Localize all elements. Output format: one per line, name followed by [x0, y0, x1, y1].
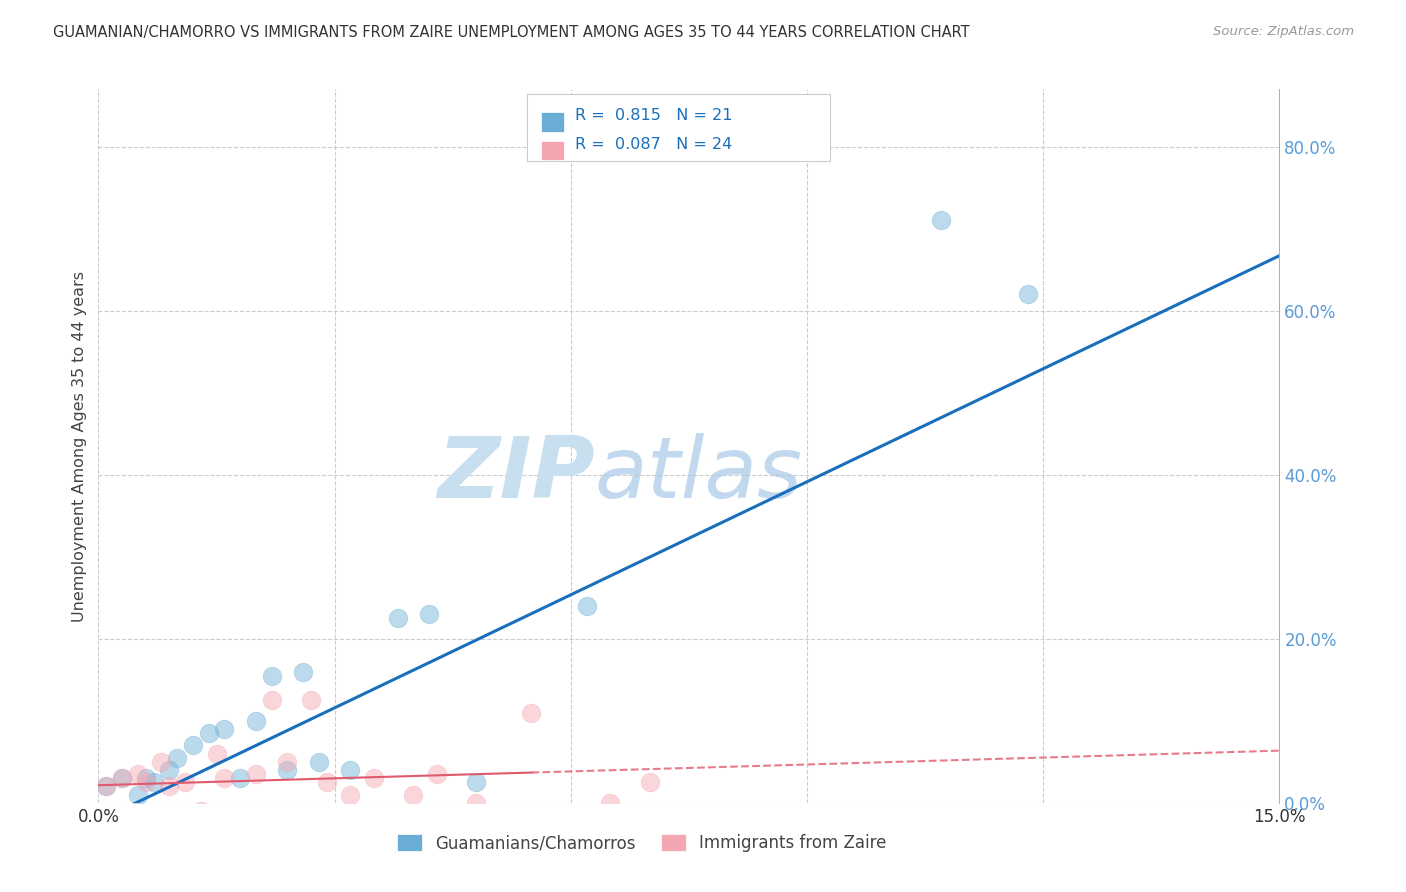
Point [181, 739, 204, 753]
Point [127, 767, 149, 781]
Point [599, 796, 621, 810]
Point [260, 668, 283, 682]
Point [363, 771, 385, 785]
Point [111, 771, 134, 785]
Point [387, 611, 409, 625]
Text: R =  0.087   N = 24: R = 0.087 N = 24 [575, 137, 733, 152]
Point [292, 665, 315, 679]
Point [214, 722, 236, 736]
Point [96, 780, 118, 794]
Point [157, 763, 180, 777]
Point [174, 775, 197, 789]
Point [339, 788, 361, 802]
Point [1017, 287, 1039, 301]
Point [465, 796, 488, 810]
Point [276, 763, 298, 777]
Point [96, 780, 118, 794]
Point [402, 788, 425, 802]
Point [229, 808, 252, 822]
Point [111, 771, 134, 785]
Point [135, 771, 157, 785]
Point [315, 775, 337, 789]
Legend: Guamanians/Chamorros, Immigrants from Zaire: Guamanians/Chamorros, Immigrants from Za… [391, 827, 893, 859]
Point [157, 780, 180, 794]
Point [308, 755, 330, 769]
Point [638, 775, 661, 789]
Text: Source: ZipAtlas.com: Source: ZipAtlas.com [1213, 25, 1354, 38]
Point [229, 771, 252, 785]
Point [299, 693, 322, 707]
Point [205, 747, 228, 761]
Point [929, 213, 952, 227]
Text: ZIP: ZIP [437, 433, 595, 516]
Y-axis label: Unemployment Among Ages 35 to 44 years: Unemployment Among Ages 35 to 44 years [72, 270, 87, 622]
Point [339, 763, 361, 777]
Point [135, 775, 157, 789]
Point [260, 693, 283, 707]
Point [197, 726, 219, 740]
Point [418, 607, 440, 622]
Point [127, 788, 149, 802]
Point [150, 755, 173, 769]
Point [245, 714, 267, 728]
Point [142, 775, 165, 789]
Point [426, 767, 449, 781]
Text: GUAMANIAN/CHAMORRO VS IMMIGRANTS FROM ZAIRE UNEMPLOYMENT AMONG AGES 35 TO 44 YEA: GUAMANIAN/CHAMORRO VS IMMIGRANTS FROM ZA… [53, 25, 970, 40]
Point [276, 755, 298, 769]
Point [245, 767, 267, 781]
Point [520, 706, 543, 720]
Text: atlas: atlas [595, 433, 803, 516]
Point [166, 750, 188, 764]
Text: R =  0.815   N = 21: R = 0.815 N = 21 [575, 108, 733, 123]
Point [465, 775, 488, 789]
Point [190, 804, 212, 818]
Point [575, 599, 598, 613]
Point [214, 771, 236, 785]
